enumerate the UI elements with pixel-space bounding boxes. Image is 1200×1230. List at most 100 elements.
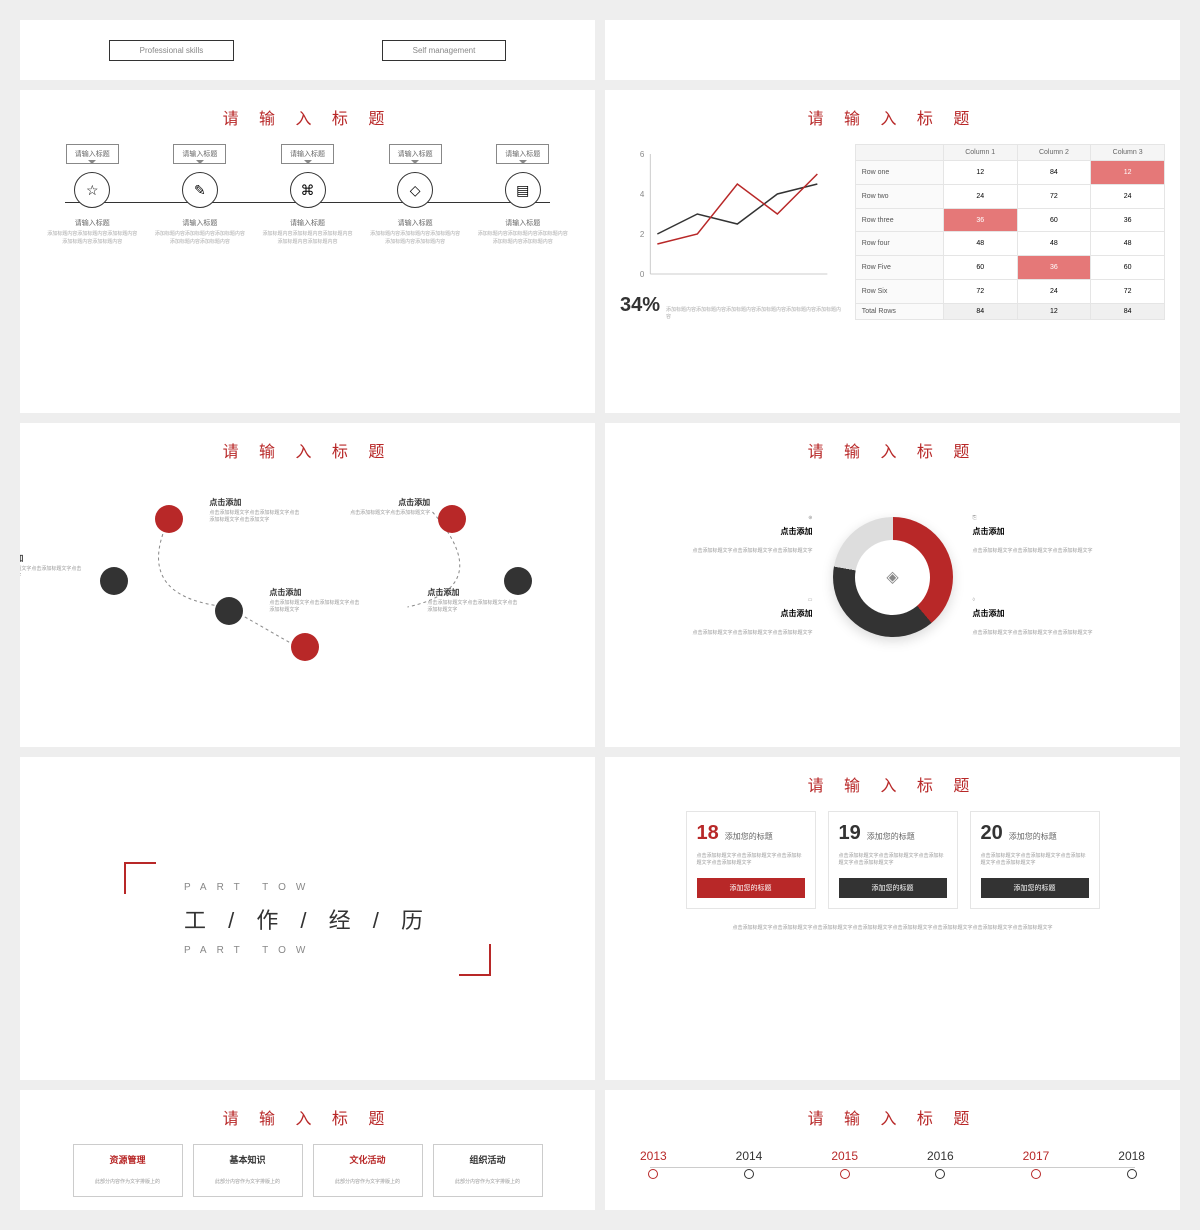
card-number: 20 xyxy=(981,822,1003,845)
box-desc: 此部分内容作为文字排版上的 xyxy=(215,1179,280,1185)
slide-title: 请 输 入 标 题 xyxy=(35,438,580,462)
box-desc: 此部分内容作为文字排版上的 xyxy=(455,1179,520,1185)
table-cell: 60 xyxy=(1091,256,1165,280)
year-dot xyxy=(648,1169,658,1179)
item-label: 请输入标题 xyxy=(281,144,334,164)
year-dot xyxy=(744,1169,754,1179)
table-cell: 60 xyxy=(1017,208,1091,232)
card-desc: 点击添加标题文字点击添加标题文字点击添加标题文字点击添加标题文字 xyxy=(839,853,947,868)
table-footer-cell: 84 xyxy=(1091,304,1165,320)
year-item: 2014 xyxy=(736,1149,763,1179)
item-desc: 添加标题内容添加标题内容添加标题内容添加标题内容添加标题内容 xyxy=(476,231,571,246)
slide-title: 请 输 入 标 题 xyxy=(620,438,1165,462)
table-cell: 12 xyxy=(943,161,1017,185)
item-sub: 请输入标题 xyxy=(75,218,110,228)
box-label: Professional skills xyxy=(109,40,235,61)
item-sub: 请输入标题 xyxy=(182,218,217,228)
table-cell: 48 xyxy=(1017,232,1091,256)
slide-title: 请 输 入 标 题 xyxy=(620,105,1165,129)
table-cell: 24 xyxy=(1017,280,1091,304)
year-label: 2014 xyxy=(736,1149,763,1163)
info-box: 资源管理此部分内容作为文字排版上的 xyxy=(73,1144,183,1197)
line-chart: 0246 34% 添加标题内容添加标题内容添加标题内容添加标题内容添加标题内容添… xyxy=(620,144,845,320)
card-number: 18 xyxy=(697,822,719,845)
timeline-5: 请输入标题 ☆ 请输入标题 添加标题内容添加标题内容添加标题内容添加标题内容添加… xyxy=(35,144,580,246)
table-header xyxy=(855,145,943,161)
u-text: 点击添加点击添加标题文字点击添加标题文字点击添加标题文字 xyxy=(269,587,359,614)
ring-item: ◊点击添加点击添加标题文字点击添加标题文字点击添加标题文字 xyxy=(973,597,1093,639)
table-cell: 48 xyxy=(943,232,1017,256)
year-item: 2013 xyxy=(640,1149,667,1179)
svg-text:2: 2 xyxy=(640,230,645,239)
item-label: 请输入标题 xyxy=(389,144,442,164)
table-cell: 72 xyxy=(943,280,1017,304)
table-cell: Row Six xyxy=(855,280,943,304)
timeline-item: 请输入标题 ⌘ 请输入标题 添加标题内容添加标题内容添加标题内容添加标题内容添加… xyxy=(260,144,355,246)
slide-chart-table: 请 输 入 标 题 0246 34% 添加标题内容添加标题内容添加标题内容添加标… xyxy=(605,90,1180,413)
pct-value: 34% xyxy=(620,294,660,317)
box-desc: 此部分内容作为文字排版上的 xyxy=(95,1179,160,1185)
table-cell: Row four xyxy=(855,232,943,256)
item-icon: ⌘ xyxy=(290,172,326,208)
card-title: 添加您的标题 xyxy=(725,831,773,842)
timeline-item: 请输入标题 ✎ 请输入标题 添加标题内容添加标题内容添加标题内容添加标题内容添加… xyxy=(153,144,248,246)
part-cn: 工 / 作 / 经 / 历 xyxy=(184,903,431,935)
slide-0b xyxy=(605,20,1180,80)
box-title: 组织活动 xyxy=(442,1153,534,1166)
table-cell: 24 xyxy=(943,184,1017,208)
card-number: 19 xyxy=(839,822,861,845)
slide-grid: Professional skills Self management 请 输 … xyxy=(20,20,1180,1210)
u-text: 点击添加点击添加标题文字点击添加标题文字点击添加标题文字 xyxy=(20,553,81,580)
item-desc: 添加标题内容添加标题内容添加标题内容添加标题内容添加标题内容 xyxy=(260,231,355,246)
item-desc: 添加标题内容添加标题内容添加标题内容添加标题内容添加标题内容 xyxy=(153,231,248,246)
table-cell: 72 xyxy=(1017,184,1091,208)
item-label: 请输入标题 xyxy=(66,144,119,164)
year-item: 2018 xyxy=(1118,1149,1145,1179)
slide-title: 请 输 入 标 题 xyxy=(35,105,580,129)
year-label: 2016 xyxy=(927,1149,954,1163)
table-cell: 36 xyxy=(943,208,1017,232)
table-cell: 72 xyxy=(1091,280,1165,304)
part-en: PART TOW xyxy=(184,882,431,893)
box-title: 基本知识 xyxy=(202,1153,294,1166)
ring-icon: ⎘ xyxy=(973,515,1093,522)
item-icon: ☆ xyxy=(74,172,110,208)
table-cell: Row three xyxy=(855,208,943,232)
info-card: 20 添加您的标题 点击添加标题文字点击添加标题文字点击添加标题文字点击添加标题文… xyxy=(970,811,1100,909)
timeline-item: 请输入标题 ◇ 请输入标题 添加标题内容添加标题内容添加标题内容添加标题内容添加… xyxy=(368,144,463,246)
table-cell: 24 xyxy=(1091,184,1165,208)
card-button[interactable]: 添加您的标题 xyxy=(697,878,805,898)
ring-icon: ▭ xyxy=(693,597,813,604)
box-title: 资源管理 xyxy=(82,1153,174,1166)
card-desc: 点击添加标题文字点击添加标题文字点击添加标题文字点击添加标题文字 xyxy=(981,853,1089,868)
item-desc: 添加标题内容添加标题内容添加标题内容添加标题内容添加标题内容 xyxy=(45,231,140,246)
card-desc: 点击添加标题文字点击添加标题文字点击添加标题文字点击添加标题文字 xyxy=(697,853,805,868)
slide-years: 请 输 入 标 题 201320142015201620172018 xyxy=(605,1090,1180,1210)
item-icon: ✎ xyxy=(182,172,218,208)
info-box: 基本知识此部分内容作为文字排版上的 xyxy=(193,1144,303,1197)
table-cell: Row one xyxy=(855,161,943,185)
slide-title: 请 输 入 标 题 xyxy=(620,772,1165,796)
timeline-item: 请输入标题 ▤ 请输入标题 添加标题内容添加标题内容添加标题内容添加标题内容添加… xyxy=(476,144,571,246)
table-cell: 12 xyxy=(1091,161,1165,185)
slide-title: 请 输 入 标 题 xyxy=(620,1105,1165,1129)
slide-0: Professional skills Self management xyxy=(20,20,595,80)
card-button[interactable]: 添加您的标题 xyxy=(981,878,1089,898)
table-cell: Row Five xyxy=(855,256,943,280)
table-header: Column 1 xyxy=(943,145,1017,161)
u-text: 点击添加点击添加标题文字点击添加标题文字 xyxy=(340,497,430,517)
item-icon: ▤ xyxy=(505,172,541,208)
ring-item: ⎘点击添加点击添加标题文字点击添加标题文字点击添加标题文字 xyxy=(973,515,1093,557)
year-item: 2015 xyxy=(831,1149,858,1179)
svg-text:0: 0 xyxy=(640,270,645,279)
table-header: Column 2 xyxy=(1017,145,1091,161)
diamond-icon: ◈ xyxy=(886,567,898,587)
year-item: 2016 xyxy=(927,1149,954,1179)
u-text: 点击添加点击添加标题文字点击添加标题文字点击添加标题文字点击添加文字 xyxy=(209,497,299,524)
year-dot xyxy=(1031,1169,1041,1179)
table-cell: 48 xyxy=(1091,232,1165,256)
card-title: 添加您的标题 xyxy=(867,831,915,842)
u-text: 点击添加点击添加标题文字点击添加标题文字点击添加标题文字 xyxy=(427,587,517,614)
card-button[interactable]: 添加您的标题 xyxy=(839,878,947,898)
data-table: Column 1Column 2Column 3Row one128412Row… xyxy=(855,144,1165,320)
